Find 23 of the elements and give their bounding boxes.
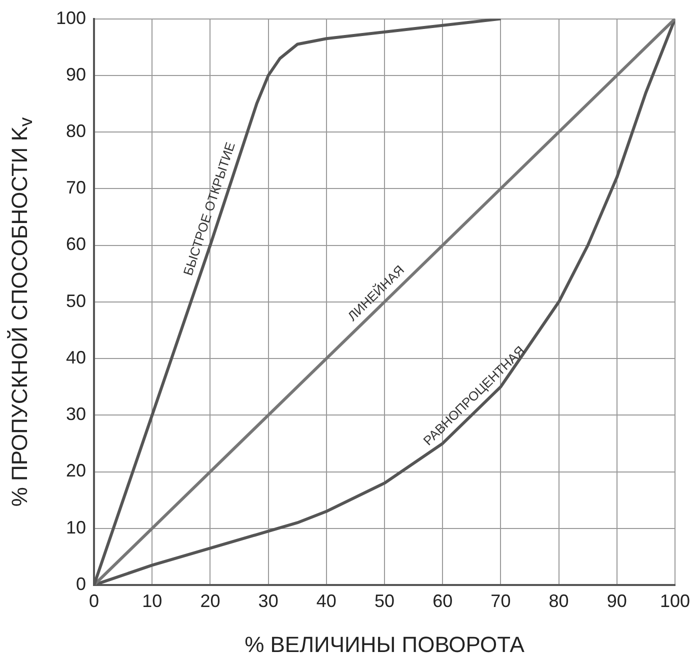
x-tick-label: 100 <box>660 590 690 611</box>
x-tick-label: 20 <box>200 590 220 611</box>
y-tick-label: 40 <box>66 347 86 368</box>
y-tick-label: 50 <box>66 290 86 311</box>
y-tick-label: 80 <box>66 121 86 142</box>
y-tick-label: 10 <box>66 517 86 538</box>
x-tick-label: 80 <box>548 590 569 611</box>
y-tick-label: 0 <box>76 574 86 594</box>
x-tick-label: 30 <box>258 590 278 611</box>
y-tick-label: 70 <box>66 178 86 198</box>
x-tick-label: 50 <box>374 590 395 611</box>
x-tick-label: 90 <box>606 590 627 611</box>
y-tick-label: 20 <box>66 460 86 481</box>
x-tick-label: 0 <box>89 590 100 611</box>
y-tick-label: 90 <box>66 64 86 84</box>
x-axis-title: % ВЕЛИЧИНЫ ПОВОРОТА <box>244 632 525 657</box>
x-tick-label: 40 <box>316 590 336 611</box>
x-tick-label: 60 <box>432 590 453 611</box>
y-tick-label: 30 <box>66 404 86 424</box>
x-tick-label: 70 <box>490 590 511 611</box>
y-tick-label: 60 <box>66 234 86 254</box>
y-tick-label: 100 <box>56 8 86 28</box>
x-tick-label: 10 <box>142 590 162 611</box>
